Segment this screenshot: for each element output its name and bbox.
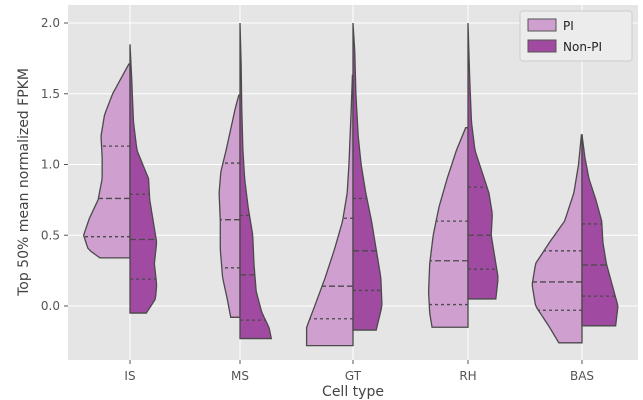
y-axis: 0.0 0.5 1.0 1.5 2.0 xyxy=(41,16,68,313)
legend-swatch-non-pi xyxy=(527,39,557,53)
x-tick-label: BAS xyxy=(570,369,594,383)
y-tick-label: 1.5 xyxy=(41,87,60,101)
violin-non-pi-gt xyxy=(352,22,383,331)
violin-non-pi-rh xyxy=(467,22,499,300)
x-tick-label: GT xyxy=(345,369,362,383)
y-tick-label: 0.5 xyxy=(41,228,60,242)
legend-label-non-pi: Non-PI xyxy=(563,40,602,54)
violin-non-pi-ms xyxy=(239,22,273,340)
violin-pi-ms xyxy=(218,94,241,318)
legend: PI Non-PI xyxy=(519,10,633,62)
violin-non-pi-is xyxy=(129,44,158,314)
legend-label-pi: PI xyxy=(563,19,574,33)
x-tick-label: MS xyxy=(231,369,249,383)
x-axis-label: Cell type xyxy=(322,384,384,400)
y-tick-label: 0.0 xyxy=(41,299,60,313)
violin-pi-is xyxy=(82,63,131,259)
legend-swatch-pi xyxy=(527,18,557,32)
y-tick-label: 1.0 xyxy=(41,158,60,172)
violin-pi-gt xyxy=(305,74,354,347)
x-tick-label: IS xyxy=(124,369,135,383)
violins xyxy=(82,22,619,347)
violin-non-pi-bas xyxy=(581,134,619,327)
violin-pi-rh xyxy=(427,127,469,328)
x-axis: IS MS GT RH BAS xyxy=(124,360,594,383)
violin-pi-bas xyxy=(531,134,583,344)
y-axis-label: Top 50% mean normalized FPKM xyxy=(16,68,32,297)
y-tick-label: 2.0 xyxy=(41,16,60,30)
x-tick-label: RH xyxy=(459,369,476,383)
